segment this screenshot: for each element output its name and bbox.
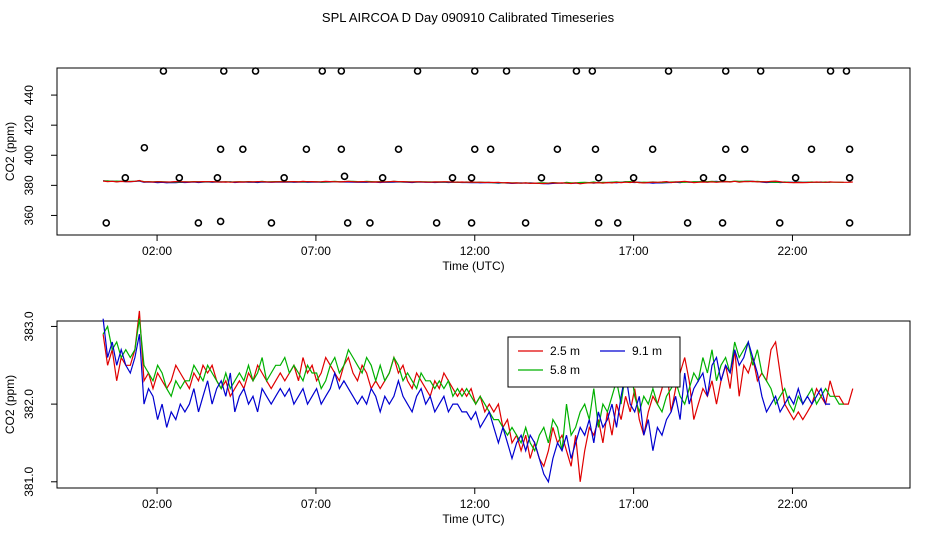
- reference-point: [175, 174, 184, 182]
- figure-title: SPL AIRCOA D Day 090910 Calibrated Times…: [322, 10, 615, 25]
- series-line-9-1-m: [102, 318, 831, 484]
- reference-point: [413, 67, 422, 75]
- reference-point: [683, 219, 692, 227]
- reference-point: [756, 67, 765, 75]
- reference-point: [648, 145, 657, 154]
- reference-point: [718, 174, 727, 182]
- reference-point: [194, 219, 203, 227]
- reference-point: [521, 219, 530, 227]
- y-axis-label: CO2 (ppm): [3, 122, 17, 181]
- legend-label: 2.5 m: [550, 344, 580, 358]
- reference-point: [219, 67, 228, 75]
- reference-point: [470, 145, 479, 154]
- legend-label: 5.8 m: [550, 363, 580, 377]
- reference-point: [432, 219, 441, 227]
- reference-point: [588, 67, 597, 75]
- plot-frame: [56, 67, 911, 236]
- reference-point: [318, 67, 327, 75]
- series-line-5-8-m: [102, 318, 844, 453]
- y-tick-label: 383.0: [22, 311, 36, 341]
- reference-point: [448, 174, 457, 182]
- reference-point: [845, 145, 854, 154]
- x-tick-label: 12:00: [460, 244, 490, 258]
- y-tick-label: 360: [22, 205, 36, 225]
- reference-point: [267, 219, 276, 227]
- y-tick-label: 380: [22, 175, 36, 195]
- reference-point: [553, 145, 562, 154]
- x-axis-label: Time (UTC): [442, 512, 504, 526]
- y-axis-label: CO2 (ppm): [3, 375, 17, 434]
- reference-point: [343, 219, 352, 227]
- reference-point: [337, 67, 346, 75]
- reference-point: [572, 67, 581, 75]
- y-tick-label: 420: [22, 115, 36, 135]
- y-tick-label: 382.0: [22, 389, 36, 419]
- x-tick-label: 07:00: [301, 497, 331, 511]
- reference-point: [721, 67, 730, 75]
- x-tick-label: 22:00: [777, 244, 807, 258]
- reference-point: [721, 145, 730, 154]
- reference-point: [121, 174, 130, 182]
- reference-point: [340, 172, 349, 181]
- reference-point: [826, 67, 835, 75]
- reference-point: [664, 67, 673, 75]
- reference-point: [394, 145, 403, 154]
- legend-box: [507, 336, 681, 388]
- reference-point: [239, 145, 247, 154]
- reference-point: [807, 145, 816, 154]
- reference-point: [378, 174, 387, 182]
- reference-point: [213, 174, 222, 182]
- x-tick-label: 22:00: [777, 497, 807, 511]
- reference-point: [467, 174, 476, 182]
- series-line-2-5-m: [102, 310, 854, 482]
- reference-point: [337, 145, 346, 154]
- series-line-2-5-m: [103, 179, 853, 185]
- x-tick-label: 12:00: [460, 497, 490, 511]
- reference-point: [280, 174, 288, 182]
- panel-top: 02:00 07:00 12:00 17:00 22:00 Time (UTC) 360 38…: [3, 67, 911, 273]
- reference-point: [537, 174, 546, 182]
- reference-point: [613, 219, 622, 227]
- reference-point: [699, 174, 708, 182]
- reference-point: [594, 219, 603, 227]
- x-axis-label: Time (UTC): [442, 259, 504, 273]
- reference-point: [302, 145, 311, 154]
- reference-point: [251, 67, 260, 75]
- reference-point: [718, 219, 727, 227]
- reference-point: [591, 145, 600, 154]
- y-tick-label: 400: [22, 145, 36, 165]
- reference-point: [102, 219, 111, 227]
- y-tick-label: 440: [22, 85, 36, 105]
- reference-point: [486, 145, 495, 154]
- reference-point: [845, 219, 854, 227]
- reference-point: [791, 174, 800, 182]
- legend-label: 9.1 m: [632, 344, 662, 358]
- x-tick-label: 02:00: [142, 497, 172, 511]
- reference-point: [159, 67, 168, 75]
- reference-point: [842, 67, 851, 75]
- x-tick-label: 17:00: [619, 497, 649, 511]
- x-tick-label: 17:00: [619, 244, 649, 258]
- y-tick-label: 381.0: [22, 466, 36, 496]
- reference-point: [470, 67, 479, 75]
- x-tick-label: 07:00: [301, 244, 331, 258]
- reference-point: [216, 217, 225, 226]
- reference-point: [845, 174, 854, 182]
- reference-point: [741, 145, 749, 154]
- reference-point: [594, 174, 603, 182]
- reference-point: [216, 145, 225, 154]
- x-tick-label: 02:00: [142, 244, 172, 258]
- reference-point: [502, 67, 511, 75]
- reference-point: [775, 219, 784, 227]
- reference-point: [629, 174, 638, 182]
- reference-point: [140, 143, 149, 152]
- reference-point: [467, 219, 476, 227]
- plot-frame: [56, 320, 911, 489]
- reference-point: [366, 219, 374, 227]
- panel-bottom: 02:00 07:00 12:00 17:00 22:00 Time (UTC) 381.0…: [3, 310, 911, 526]
